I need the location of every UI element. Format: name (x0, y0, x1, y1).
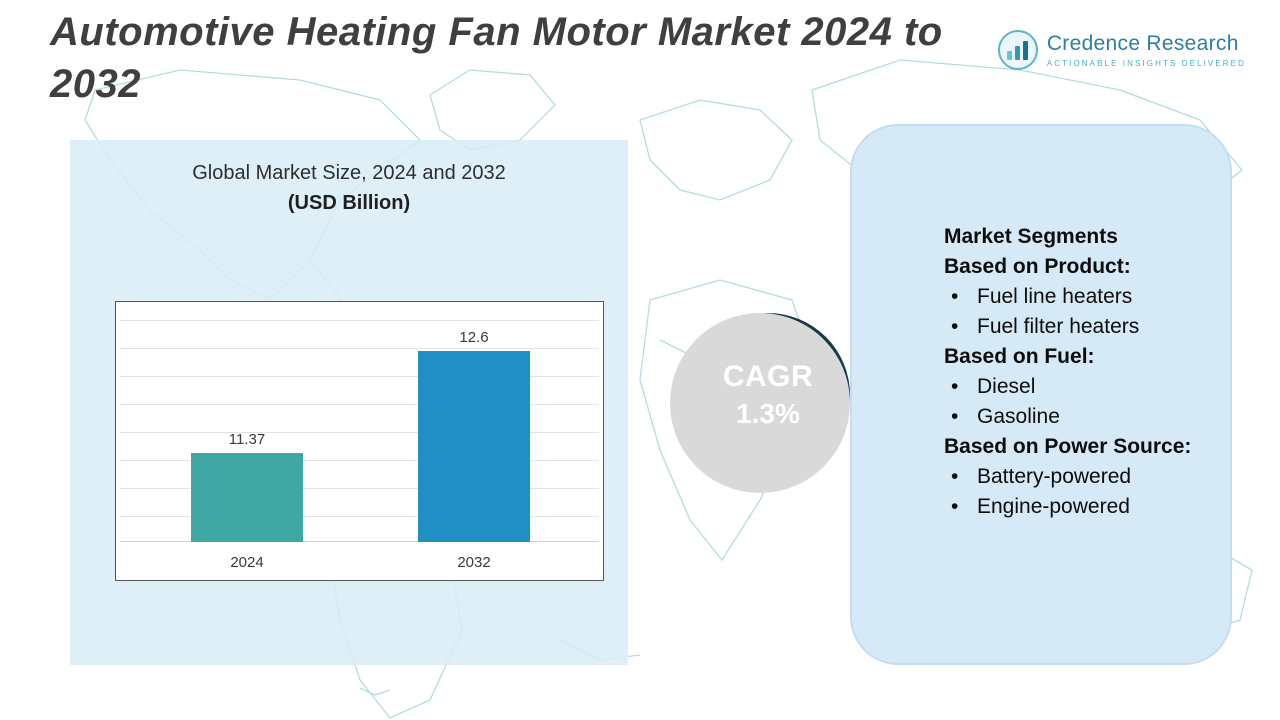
x-axis-label-2032: 2032 (457, 554, 491, 571)
segment-item: Battery-powered (944, 462, 1192, 492)
brand-logo: Credence Research Actionable Insights De… (997, 30, 1246, 70)
bar-2032 (418, 351, 530, 542)
segment-heading-power: Based on Power Source: (944, 435, 1192, 458)
bar-2024 (191, 453, 303, 542)
bar-group-2024: 11.37 (191, 431, 303, 542)
segment-heading-product: Based on Product: (944, 255, 1131, 278)
segments-title: Market Segments (944, 225, 1118, 248)
cagr-label: CAGR (722, 360, 814, 393)
brand-tagline: Actionable Insights Delivered (1046, 59, 1246, 68)
chart-unit-label: (USD Billion) (287, 192, 411, 214)
bar-value-2024: 11.37 (228, 431, 266, 448)
brand-name: Credence Research (1046, 32, 1239, 55)
segment-heading-fuel: Based on Fuel: (944, 345, 1095, 368)
x-axis-label-2024: 2024 (230, 554, 264, 571)
segments-list: Market Segments Based on Product: Fuel l… (852, 126, 1230, 522)
bar-chart: 11.37 12.6 2024 2032 (115, 301, 604, 581)
cagr-value: 1.3% (736, 398, 800, 429)
market-size-panel: Global Market Size, 2024 and 2032 (USD B… (70, 140, 628, 665)
bar-value-2032: 12.6 (459, 329, 489, 346)
segment-item: Engine-powered (944, 492, 1192, 522)
bar-group-2032: 12.6 (418, 329, 530, 542)
segment-item: Gasoline (944, 402, 1192, 432)
segment-item: Diesel (944, 372, 1192, 402)
chart-axis-line (120, 541, 599, 542)
segment-item: Fuel line heaters (944, 282, 1192, 312)
page-title: Automotive Heating Fan Motor Market 2024… (50, 10, 943, 106)
segment-item: Fuel filter heaters (944, 312, 1192, 342)
cagr-badge: CAGR 1.3% (670, 313, 850, 493)
market-segments-panel: Market Segments Based on Product: Fuel l… (850, 124, 1232, 665)
bar-chart-icon (997, 30, 1038, 70)
chart-title: Global Market Size, 2024 and 2032 (192, 162, 506, 184)
brand-text: Credence Research Actionable Insights De… (1047, 32, 1246, 68)
